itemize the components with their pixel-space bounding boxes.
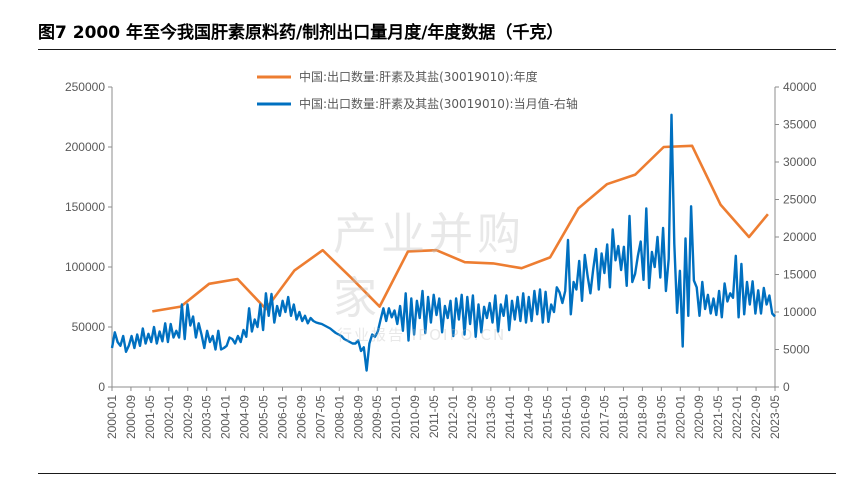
series-line-monthly: [110, 113, 776, 372]
x-tick-label: 2019-05: [654, 395, 668, 439]
x-tick-label: 2023-05: [768, 395, 782, 439]
x-tick-label: 2012-09: [465, 395, 479, 439]
y-left-tick-label: 50000: [72, 320, 106, 334]
x-tick-label: 2012-01: [446, 395, 460, 439]
x-tick-label: 2016-09: [579, 395, 593, 439]
x-tick-label: 2004-09: [238, 395, 252, 439]
y-right-tick-label: 25000: [783, 193, 817, 207]
x-tick-label: 2015-05: [541, 395, 555, 439]
y-right-tick-label: 20000: [783, 230, 817, 244]
x-tick-label: 2016-01: [560, 395, 574, 439]
y-right-tick-label: 10000: [783, 305, 817, 319]
legend-label: 中国:出口数量:肝素及其盐(30019010):年度: [299, 69, 538, 84]
x-tick-label: 2004-01: [219, 395, 233, 439]
x-tick-label: 2008-01: [332, 395, 346, 439]
legend-label: 中国:出口数量:肝素及其盐(30019010):当月值-右轴: [299, 96, 578, 111]
x-tick-label: 2008-09: [351, 395, 365, 439]
x-tick-label: 2014-01: [503, 395, 517, 439]
y-left-tick-label: 0: [98, 380, 105, 394]
y-right-tick-label: 35000: [783, 118, 817, 132]
y-right-tick-label: 5000: [783, 343, 810, 357]
x-tick-label: 2009-05: [370, 395, 384, 439]
x-tick-label: 2005-05: [257, 395, 271, 439]
x-tick-label: 2014-09: [522, 395, 536, 439]
x-tick-label: 2006-01: [275, 395, 289, 439]
x-tick-label: 2002-01: [162, 395, 176, 439]
x-tick-label: 2000-09: [124, 395, 138, 439]
title-rule: [38, 49, 836, 50]
x-tick-label: 2001-05: [143, 395, 157, 439]
x-tick-label: 2018-09: [635, 395, 649, 439]
x-tick-label: 2003-05: [200, 395, 214, 439]
x-tick-label: 2022-09: [749, 395, 763, 439]
y-right-tick-label: 40000: [783, 80, 817, 94]
x-tick-label: 2020-09: [692, 395, 706, 439]
y-left-tick-label: 100000: [65, 260, 105, 274]
x-tick-label: 2020-01: [673, 395, 687, 439]
x-tick-label: 2017-05: [598, 395, 612, 439]
x-tick-label: 2022-01: [730, 395, 744, 439]
x-tick-label: 2006-09: [294, 395, 308, 439]
y-right-tick-label: 30000: [783, 155, 817, 169]
y-left-tick-label: 150000: [65, 200, 105, 214]
x-tick-label: 2018-01: [616, 395, 630, 439]
y-left-tick-label: 250000: [65, 80, 105, 94]
x-tick-label: 2000-01: [105, 395, 119, 439]
x-tick-label: 2002-09: [181, 395, 195, 439]
x-tick-label: 2007-05: [313, 395, 327, 439]
x-tick-label: 2010-01: [389, 395, 403, 439]
x-tick-label: 2010-09: [408, 395, 422, 439]
y-left-tick-label: 200000: [65, 140, 105, 154]
x-tick-label: 2013-05: [484, 395, 498, 439]
footer-rule: [38, 473, 836, 474]
y-right-tick-label: 15000: [783, 268, 817, 282]
y-right-tick-label: 0: [783, 380, 790, 394]
figure-title: 图7 2000 年至今我国肝素原料药/制剂出口量月度/年度数据（千克）: [38, 23, 564, 43]
x-tick-label: 2011-05: [427, 395, 441, 438]
x-tick-label: 2021-05: [711, 395, 725, 439]
